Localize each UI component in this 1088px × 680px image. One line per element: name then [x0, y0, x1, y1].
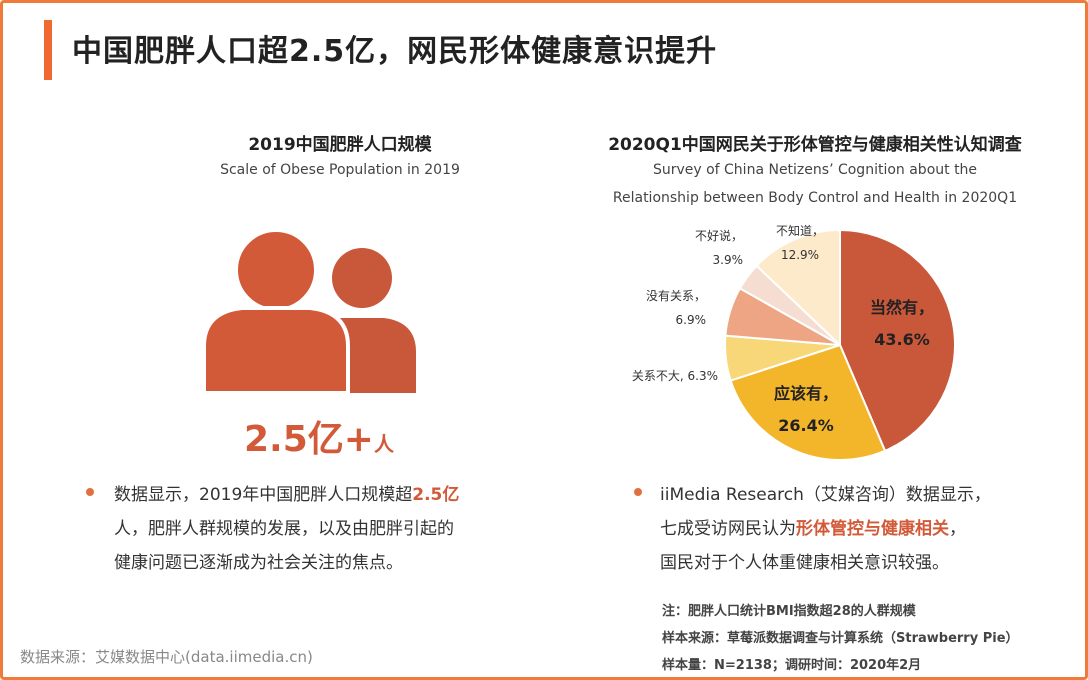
right-para-line-3: 国民对于个人体重健康相关意识较强。 — [660, 553, 949, 573]
left-section-title: 2019中国肥胖人口规模 — [248, 135, 432, 155]
right-bullet — [634, 488, 642, 496]
obese-population-number: 2.5亿+ — [244, 419, 374, 460]
pie-value-4: 3.9% — [713, 253, 744, 267]
right-para-line-2-end: ， — [949, 519, 966, 539]
pie-slice-5 — [755, 228, 841, 348]
right-section-title: 2020Q1中国网民关于形体管控与健康相关性认知调查 — [608, 135, 1022, 155]
left-para-highlight: 2.5亿 — [412, 485, 460, 505]
pie-value-3: 6.9% — [676, 313, 707, 327]
pie-value-5: 12.9% — [781, 248, 819, 262]
note-sample-source: 样本来源：草莓派数据调查与计算系统（Strawberry Pie） — [662, 631, 1019, 646]
left-para-line-3: 健康问题已逐渐成为社会关注的焦点。 — [114, 553, 403, 573]
people-icon — [202, 228, 416, 393]
right-paragraph: iiMedia Research（艾媒咨询）数据显示， 七成受访网民认为形体管控… — [660, 478, 1080, 580]
pie-label-1: 应该有， — [774, 384, 838, 403]
note-sample-size: 样本量：N=2138；调研时间：2020年2月 — [662, 658, 922, 673]
left-para-line-2: 人，肥胖人群规模的发展，以及由肥胖引起的 — [114, 519, 454, 539]
right-para-line-1: iiMedia Research（艾媒咨询）数据显示， — [660, 485, 991, 505]
left-para-line-1: 数据显示，2019年中国肥胖人口规模超2.5亿 — [114, 478, 534, 512]
pie-value-0: 43.6% — [874, 330, 930, 349]
title-accent-bar — [44, 20, 52, 80]
left-section-subtitle: Scale of Obese Population in 2019 — [220, 162, 460, 178]
note-bmi: 注：肥胖人口统计BMI指数超28的人群规模 — [662, 604, 916, 619]
obese-population-value: 2.5亿+人 — [244, 410, 394, 462]
pie-chart: 当然有， 43.6% 应该有， 26.4% 关系不大, 6.3% 没有关系， 6.9% 不好说… — [632, 224, 956, 461]
right-section-subtitle-1: Survey of China Netizens’ Cognition abou… — [652, 162, 978, 178]
pie-value-1: 26.4% — [778, 416, 834, 435]
right-section-subtitle-2: Relationship between Body Control and He… — [612, 190, 1018, 206]
pie-label-5: 不知道， — [776, 224, 824, 238]
right-para-line-2-text: 七成受访网民认为 — [660, 519, 796, 539]
pie-label-3: 没有关系， — [646, 288, 706, 303]
left-para-line-1-text: 数据显示，2019年中国肥胖人口规模超 — [114, 485, 413, 505]
pie-label-2: 关系不大, 6.3% — [632, 369, 718, 383]
page-title: 中国肥胖人口超2.5亿，网民形体健康意识提升 — [72, 34, 718, 69]
data-source: 数据来源：艾媒数据中心(data.iimedia.cn) — [20, 648, 313, 666]
left-bullet — [86, 488, 94, 496]
right-para-line-2: 七成受访网民认为形体管控与健康相关， — [660, 512, 1080, 546]
left-paragraph: 数据显示，2019年中国肥胖人口规模超2.5亿 人，肥胖人群规模的发展，以及由肥… — [114, 478, 534, 580]
pie-slice-1 — [729, 343, 887, 461]
obese-population-unit: 人 — [373, 432, 394, 456]
pie-slice-0 — [839, 228, 956, 453]
right-para-highlight: 形体管控与健康相关 — [796, 519, 949, 539]
pie-label-0: 当然有， — [870, 298, 934, 317]
pie-label-4: 不好说， — [695, 228, 743, 243]
